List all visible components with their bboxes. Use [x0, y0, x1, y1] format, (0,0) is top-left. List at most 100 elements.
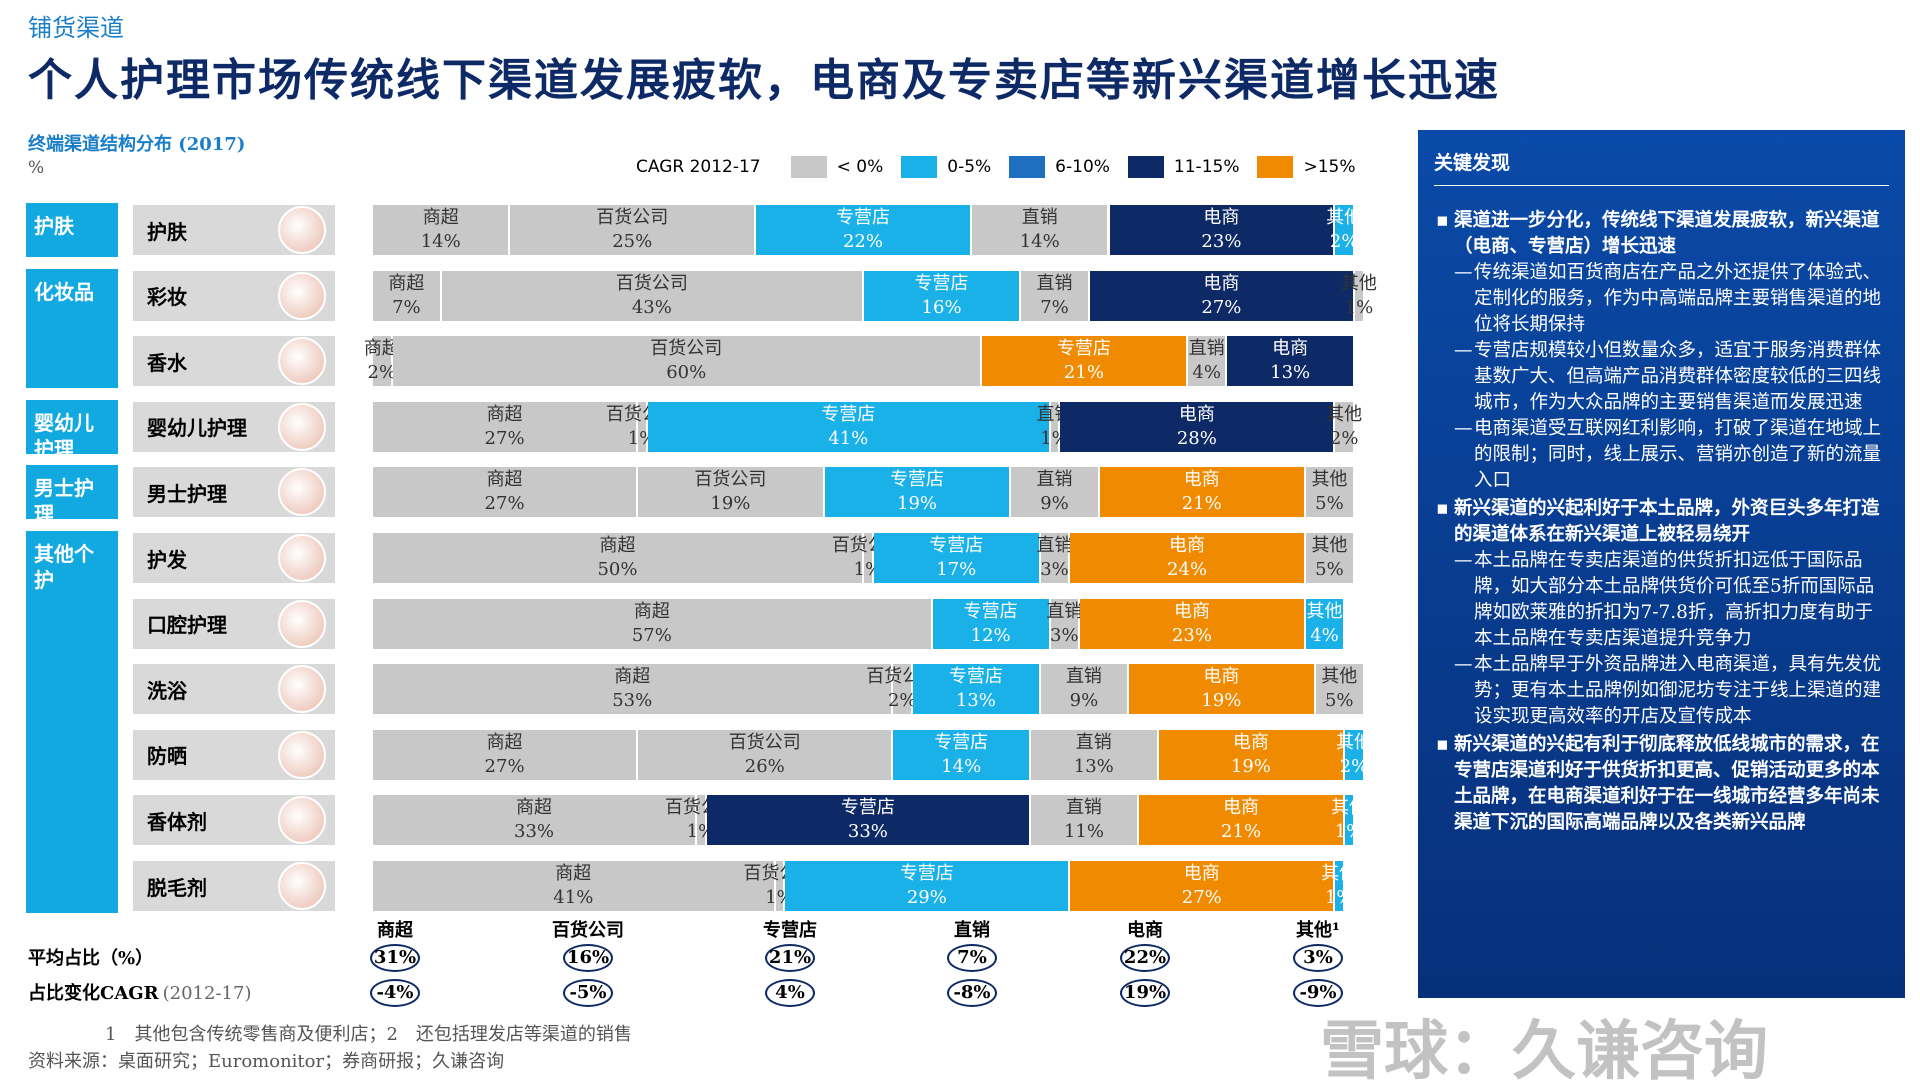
segment-name: 专营店 [948, 666, 1003, 688]
segment-value: 9% [1069, 690, 1099, 712]
icon [278, 862, 326, 910]
section-label: 铺货渠道 [28, 14, 124, 42]
segment-name: 电商 [1183, 469, 1220, 491]
legend-swatch [790, 156, 827, 178]
segment-name: 直销 [1065, 797, 1102, 819]
segment-name: 百货公司 [728, 731, 801, 753]
segment-name: 电商 [1203, 666, 1240, 688]
legend-label: >15% [1303, 157, 1356, 177]
finding: 新兴渠道的兴起利好于本土品牌，外资巨头多年打造的渠道体系在新兴渠道上被轻易绕开 [1434, 496, 1889, 548]
segment-name: 电商 [1178, 403, 1215, 425]
summary-value: 21% [765, 944, 815, 972]
segment-name: 直销 [1036, 469, 1073, 491]
segment-name: 专营店 [899, 863, 954, 884]
bar-segment: 商超 41% [373, 861, 776, 911]
summary-note: (2012-17) [162, 983, 252, 1004]
summary-value: 3% [1293, 944, 1343, 972]
segment-value: 53% [612, 690, 653, 712]
icon [278, 337, 326, 386]
icon [278, 534, 326, 582]
group-label: 男士护理 [26, 465, 118, 526]
summary-header: 商超 [377, 920, 413, 941]
segment-value: 21% [1181, 493, 1222, 515]
panel-title: 关键发现 [1434, 148, 1889, 186]
bar-segment: 其他 5% [1315, 664, 1365, 715]
segment-value: 33% [847, 821, 888, 843]
bar-segment: 专营店 19% [824, 467, 1012, 518]
bar-segment: 直销 3% [1046, 598, 1082, 649]
segment-name: 其他 [1321, 666, 1358, 688]
segment-name: 其他 [1311, 469, 1348, 491]
icon [278, 271, 326, 320]
segment-value: 1% [1344, 296, 1374, 318]
segment-name: 直销 [1065, 666, 1102, 688]
segment-value: 23% [1171, 624, 1212, 646]
segment-name: 百货公司 [650, 338, 723, 360]
segment-value: 23% [1201, 231, 1242, 252]
bar-segment: 直销 9% [1011, 467, 1100, 518]
segment-value: 28% [1176, 427, 1217, 449]
bar-segment: 百货公司 60% [392, 336, 982, 387]
segment-name: 商超 [633, 600, 670, 622]
segment-value: 12% [970, 624, 1011, 646]
bar-segment: 直销 3% [1036, 533, 1072, 583]
bar-segment: 其他 5% [1305, 467, 1355, 518]
segment-value: 22% [842, 231, 883, 252]
segment-name: 商超 [363, 338, 400, 360]
segment-name: 其他 [1311, 535, 1348, 556]
segment-value: 41% [828, 427, 869, 449]
segment-value: 2% [367, 362, 397, 384]
segment-name: 专营店 [963, 600, 1018, 622]
bar-segment: 其他 1% [1331, 795, 1367, 846]
bar-segment: 其他 1% [1321, 861, 1357, 911]
finding-detail: 本土品牌早于外资品牌进入电商渠道，具有先发优势；更有本土品牌例如御泥坊专注于线上… [1434, 652, 1889, 730]
bar-segment: 直销 4% [1188, 336, 1228, 387]
segment-name: 直销 [1046, 600, 1083, 622]
segment-name: 商超 [599, 535, 636, 556]
bar-segment: 商超 14% [373, 205, 511, 255]
bar-segment: 商超 7% [373, 270, 442, 321]
summary-header: 直销 [954, 920, 990, 941]
segment-name: 专营店 [929, 535, 984, 556]
bar-segment: 百货公司 1% [665, 795, 737, 846]
bar-segment: 商超 27% [373, 401, 639, 452]
segment-value: 3% [1040, 559, 1069, 580]
summary-value: -9% [1293, 979, 1343, 1007]
segment-name: 商超 [486, 469, 523, 491]
segment-value: 19% [710, 493, 751, 515]
segment-name: 电商 [1232, 731, 1269, 753]
segment-name: 商超 [555, 863, 592, 884]
bar-segment: 百货公司 1% [832, 533, 904, 583]
segment-value: 27% [1181, 887, 1222, 908]
icon [278, 730, 326, 779]
segment-name: 百货公司 [596, 207, 669, 228]
segment-value: 21% [1221, 821, 1262, 843]
bar-segment: 直销 13% [1030, 729, 1159, 780]
bar-segment: 商超 27% [373, 467, 639, 518]
segment-value: 29% [906, 887, 947, 908]
bar-segment: 商超 2% [364, 336, 400, 387]
segment-value: 27% [484, 493, 525, 515]
bar-segment: 直销 14% [972, 205, 1110, 255]
summary-value: -5% [563, 979, 613, 1007]
segment-value: 43% [631, 296, 672, 318]
bar-segment: 其他 4% [1305, 598, 1346, 649]
group-label: 其他个护 [26, 531, 118, 913]
bar-segment: 专营店 16% [864, 270, 1022, 321]
segment-name: 其他 [1326, 403, 1363, 425]
finding: 渠道进一步分化，传统线下渠道发展疲软，新兴渠道（电商、专营店）增长迅速 [1434, 208, 1889, 260]
bar-segment: 电商 21% [1138, 795, 1346, 846]
bar-segment: 专营店 12% [932, 598, 1051, 649]
icon [278, 599, 326, 648]
legend-title: CAGR 2012-17 [636, 157, 761, 177]
bar-segment: 电商 13% [1227, 336, 1355, 387]
bar-segment: 其他 2% [1336, 729, 1372, 780]
summary-row-label: 平均占比（%） [28, 948, 154, 969]
segment-value: 11% [1063, 821, 1104, 843]
icon [278, 402, 326, 451]
segment-name: 百货公司 [615, 272, 688, 294]
bar-segment: 电商 28% [1060, 401, 1336, 452]
segment-name: 其他 [1331, 797, 1368, 819]
segment-name: 商超 [388, 272, 425, 294]
